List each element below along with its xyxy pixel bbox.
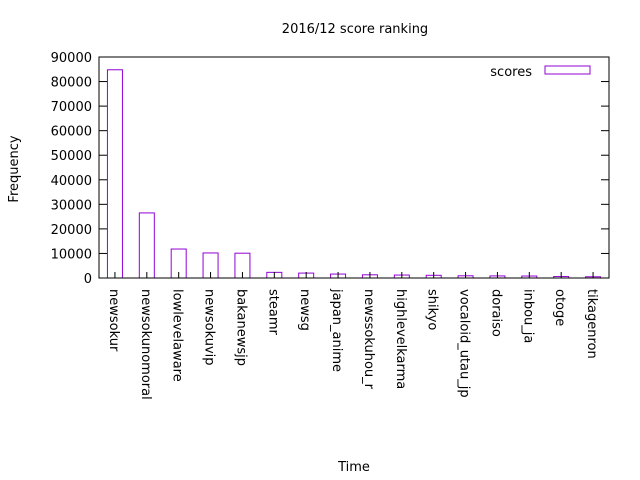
x-tick-label: newsg: [297, 289, 312, 331]
y-tick-label: 10000: [51, 247, 92, 262]
legend-swatch: [544, 65, 591, 75]
y-tick-label: 50000: [51, 149, 92, 164]
y-tick-label: 70000: [51, 100, 92, 115]
x-axis-tick-labels: newsokur newsokunomoral lowlevelaware newso…: [106, 272, 599, 400]
x-tick-label: shikyo: [425, 289, 440, 330]
x-tick-label: tikagenron: [584, 289, 599, 359]
x-tick-label: bakanewsjp: [233, 289, 248, 366]
y-axis-label: Frequency: [7, 135, 22, 202]
x-tick-label: steamr: [265, 289, 280, 335]
x-tick-label: newsokuvip: [202, 289, 217, 366]
x-tick-label: newsokur: [106, 289, 121, 352]
plot-frame: [98, 56, 610, 279]
y-tick-label: 80000: [51, 76, 92, 91]
y-tick-label: 90000: [51, 51, 92, 66]
bar-newsokunomoral: [138, 212, 155, 279]
legend: scores: [490, 65, 591, 80]
y-tick-label: 60000: [51, 125, 92, 140]
y-tick-label: 40000: [51, 174, 92, 189]
legend-label: scores: [490, 65, 532, 80]
y-tick-label: 30000: [51, 198, 92, 213]
y-tick-label: 20000: [51, 223, 92, 238]
x-tick-label: inbou_ja: [520, 289, 535, 343]
chart-title: 2016/12 score ranking: [282, 22, 428, 37]
x-tick-label: doraiso: [488, 289, 503, 337]
y-tick-label: 0: [84, 272, 92, 287]
x-tick-label: newssokuhou_r: [361, 289, 376, 390]
x-tick-label: vocaloid_utau_jp: [457, 289, 472, 398]
x-tick-label: highlevelkarma: [393, 289, 408, 389]
x-axis-label: Time: [337, 460, 370, 475]
x-tick-label: newsokunomoral: [138, 289, 153, 400]
bar-newsokur: [106, 69, 123, 279]
x-tick-label: otoge: [552, 289, 567, 326]
y-axis-ticks: 0 10000 20000 30000 40000 50000 60000 70000 8000…: [51, 51, 609, 287]
bars: [106, 69, 602, 279]
x-tick-label: lowlevelaware: [170, 289, 185, 382]
x-tick-label: japan_anime: [329, 288, 344, 372]
